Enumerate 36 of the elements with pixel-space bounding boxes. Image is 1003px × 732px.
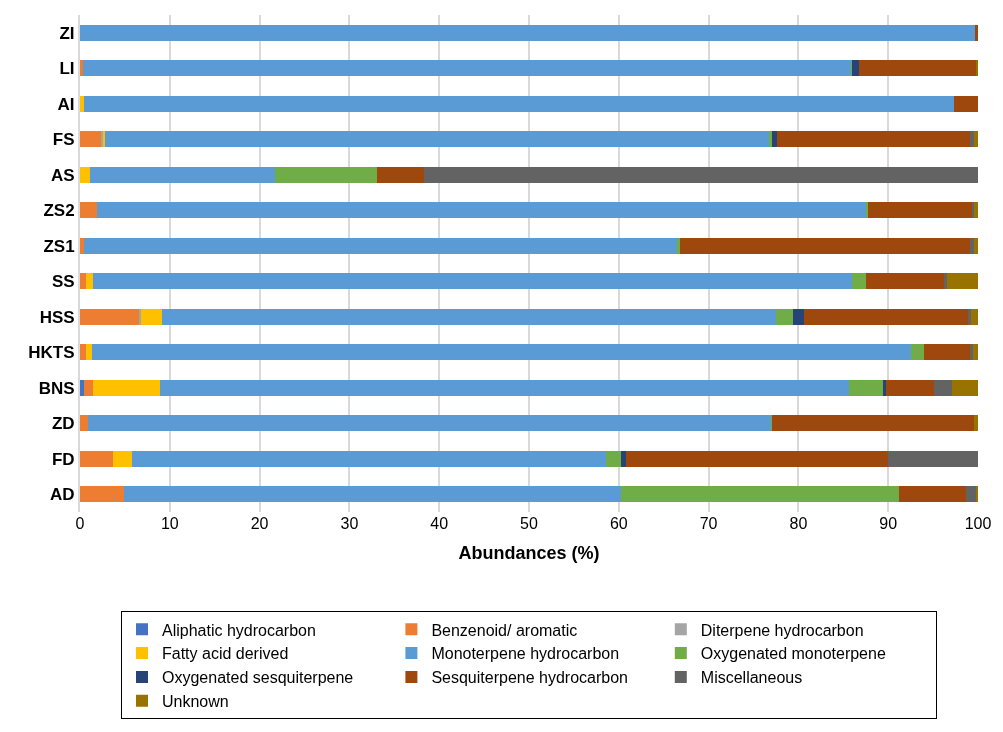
legend-label: Sesquiterpene hydrocarbon — [431, 669, 628, 687]
x-tick-label: 100 — [964, 515, 992, 532]
x-tick-label: 80 — [789, 515, 808, 532]
y-tick-label: SS — [51, 272, 75, 292]
x-tick-label: 90 — [879, 515, 898, 532]
y-tick-label: FD — [51, 449, 75, 469]
y-tick-label: ZS1 — [43, 236, 75, 256]
y-tick-label: ZI — [59, 23, 75, 43]
y-tick-label: AD — [50, 485, 75, 505]
y-tick-label: BNS — [38, 378, 75, 398]
y-tick-label: FS — [52, 130, 75, 150]
legend-label: Benzenoid/ aromatic — [431, 621, 578, 639]
y-tick-label: ZD — [51, 414, 75, 434]
x-tick-label: 50 — [520, 515, 538, 532]
x-tick-label: 10 — [160, 515, 179, 532]
legend-label: Aliphatic hydrocarbon — [162, 621, 316, 639]
x-tick-label: 0 — [75, 515, 85, 532]
x-tick-label: 70 — [699, 515, 718, 532]
y-tick-label: ZS2 — [43, 201, 75, 221]
y-tick-label: AI — [57, 94, 75, 114]
legend-label: Unknown — [162, 692, 229, 710]
x-tick-label: 60 — [609, 515, 628, 532]
x-tick-label: 30 — [340, 515, 359, 532]
legend-label: Miscellaneous — [700, 669, 803, 687]
legend-label: Diterpene hydrocarbon — [700, 621, 864, 639]
y-tick-label: HKTS — [28, 343, 75, 363]
legend-label: Fatty acid derived — [162, 645, 289, 663]
y-tick-label: AS — [50, 165, 75, 185]
legend-label: Oxygenated monoterpene — [700, 645, 886, 663]
y-tick-label: LI — [59, 59, 75, 79]
x-axis-title: Abundances (%) — [458, 543, 600, 564]
y-tick-label: HSS — [39, 307, 75, 327]
legend-label: Monoterpene hydrocarbon — [431, 645, 620, 663]
x-tick-label: 20 — [250, 515, 269, 532]
x-tick-label: 40 — [430, 515, 449, 532]
legend-label: Oxygenated sesquiterpene — [162, 669, 354, 687]
